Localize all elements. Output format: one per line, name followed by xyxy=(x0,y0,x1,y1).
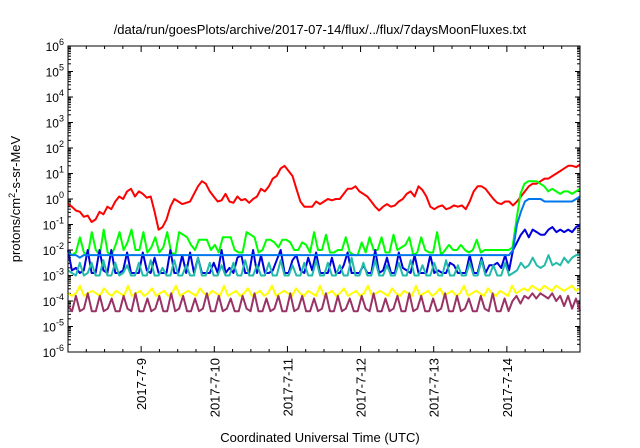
y-tick-label: 105 xyxy=(46,63,64,80)
series-line-5 xyxy=(67,254,580,277)
y-tick-label: 102 xyxy=(46,139,64,156)
series-line-4 xyxy=(67,195,581,259)
x-tick-label: 2017-7-9 xyxy=(134,358,149,410)
y-tick-exponent: 6 xyxy=(59,37,64,47)
plot-frame xyxy=(67,45,581,353)
y-tick-exponent: 4 xyxy=(59,88,64,98)
y-tick-label: 10-2 xyxy=(43,241,64,258)
x-tick-label: 2017-7-14 xyxy=(500,358,515,417)
x-tick-label: 2017-7-12 xyxy=(354,358,369,417)
series-line-2 xyxy=(67,180,581,257)
y-tick-label: 10-5 xyxy=(43,318,64,335)
y-tick-exponent: 5 xyxy=(59,63,64,73)
x-tick-label: 2017-7-13 xyxy=(427,358,442,417)
y-tick-label: 10-1 xyxy=(43,216,64,233)
y-tick-exponent: -6 xyxy=(56,343,64,353)
series-line-1 xyxy=(67,163,581,231)
y-tick-exponent: 0 xyxy=(59,190,64,200)
y-tick-label: 10-4 xyxy=(43,292,64,309)
y-tick-exponent: -3 xyxy=(56,267,64,277)
x-axis-label: Coordinated Universal Time (UTC) xyxy=(220,430,420,445)
y-tick-label: 104 xyxy=(46,88,64,105)
y-tick-exponent: -2 xyxy=(56,241,64,251)
y-tick-exponent: -5 xyxy=(56,318,64,328)
y-tick-label: 106 xyxy=(46,37,64,54)
chart-title: /data/run/goesPlots/archive/2017-07-14/f… xyxy=(113,22,527,37)
y-tick-label: 101 xyxy=(46,165,64,182)
y-tick-label: 100 xyxy=(46,190,64,207)
y-tick-label: 103 xyxy=(46,114,64,131)
y-tick-label: 10-3 xyxy=(43,267,64,284)
y-axis-label: protons/cm2-s-sr-MeV xyxy=(7,135,23,262)
y-axis-label-superscript: 2 xyxy=(7,193,17,198)
y-tick-exponent: 2 xyxy=(59,139,64,149)
series-line-3 xyxy=(67,223,581,274)
x-axis: 2017-7-9 2017-7-10 2017-7-11 2017-7-12 2017-… xyxy=(85,46,563,417)
series-line-6 xyxy=(67,284,581,297)
series-group xyxy=(67,163,581,313)
x-tick-label: 2017-7-11 xyxy=(280,358,295,416)
y-tick-label: 10-6 xyxy=(43,343,64,360)
y-tick-exponent: 1 xyxy=(59,165,64,175)
series-line-7 xyxy=(67,292,581,313)
y-tick-exponent: -4 xyxy=(56,292,64,302)
y-tick-exponent: 3 xyxy=(59,114,64,124)
x-tick-label: 2017-7-10 xyxy=(207,358,222,417)
y-tick-exponent: -1 xyxy=(56,216,64,226)
